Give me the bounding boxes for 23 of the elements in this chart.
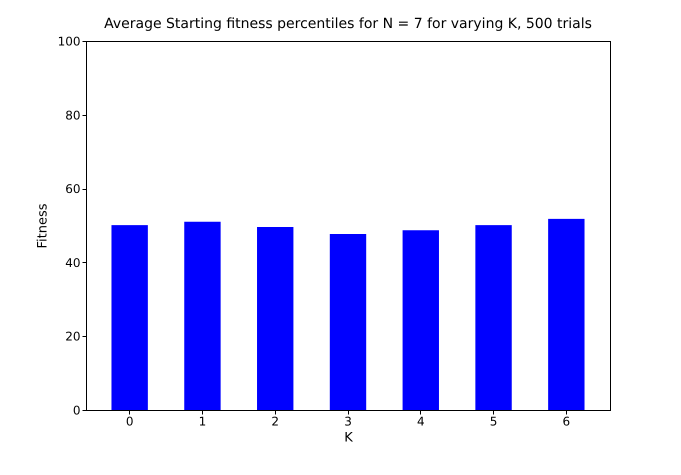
bar <box>184 222 221 410</box>
bar <box>402 230 439 410</box>
y-tick-label: 100 <box>58 34 80 48</box>
bar <box>257 226 294 410</box>
y-tick-label: 80 <box>65 108 80 122</box>
y-tick-label: 60 <box>65 182 80 196</box>
bar <box>548 218 585 410</box>
y-tick-label: 0 <box>72 404 80 418</box>
bar <box>330 234 366 410</box>
bar <box>111 225 148 410</box>
y-tick-label: 20 <box>65 330 80 344</box>
x-tick-label: 2 <box>271 414 280 428</box>
x-tick-label: 4 <box>416 414 425 428</box>
x-tick-label: 6 <box>562 414 570 428</box>
x-tick-label: 5 <box>490 414 498 428</box>
x-axis-title: K <box>344 430 354 446</box>
bar <box>475 225 512 410</box>
x-tick-label: 1 <box>198 414 206 428</box>
x-tick-label: 0 <box>126 414 134 428</box>
chart-title: Average Starting fitness percentiles for N = 7 for varying K, 500 trials <box>104 16 592 32</box>
y-axis-title: Fitness <box>36 203 51 249</box>
x-tick-label: 3 <box>344 414 352 428</box>
y-tick-label: 40 <box>65 256 80 270</box>
